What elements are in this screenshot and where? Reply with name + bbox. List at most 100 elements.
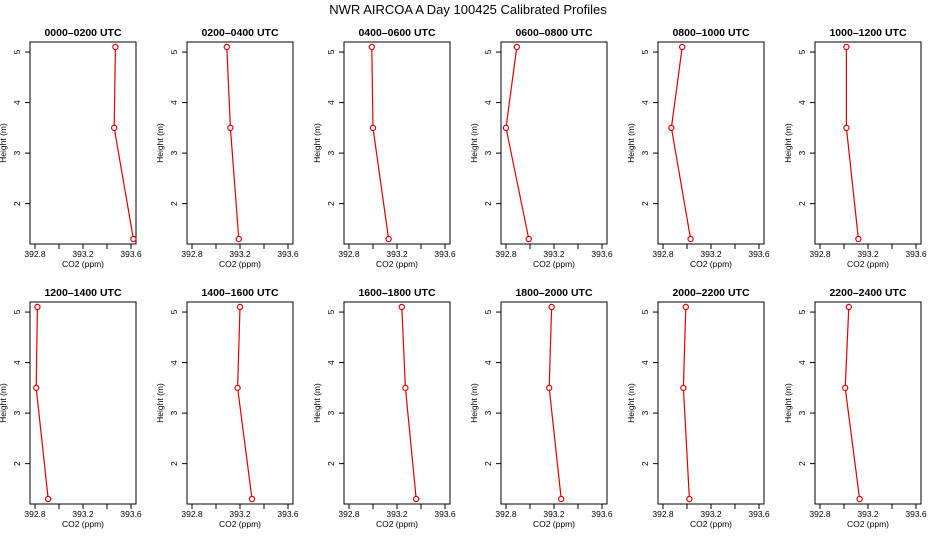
y-tick-label: 3: [640, 150, 650, 155]
y-tick-label: 5: [797, 309, 807, 314]
panel-title: 1000–1200 UTC: [829, 27, 906, 39]
profile-line: [845, 47, 859, 240]
y-tick-label: 3: [169, 150, 179, 155]
y-tick-label: 2: [12, 201, 22, 206]
profile-panel: 2000–2200 UTC 392.8 393.2 393.6 CO2 (ppm) 2 3 4…: [626, 287, 770, 529]
plot-frame: [343, 41, 451, 245]
plot-frame: [500, 41, 608, 245]
profile-panel: 0000–0200 UTC 392.8 393.2 393.6 CO2 (ppm) 2 3 4…: [0, 27, 142, 269]
y-tick-label: 4: [483, 360, 493, 365]
data-point: [227, 124, 234, 132]
y-axis-label: Height (m): [469, 383, 479, 423]
x-tick-label: 392.8: [495, 249, 517, 259]
data-point: [45, 495, 52, 503]
data-point: [402, 384, 409, 392]
data-point: [546, 384, 553, 392]
profile-panel: 1600–1800 UTC 392.8 393.2 393.6 CO2 (ppm) 2 3 4…: [312, 287, 456, 529]
y-tick-label: 5: [326, 309, 336, 314]
y-tick-label: 2: [640, 461, 650, 466]
plot-frame: [814, 41, 922, 245]
x-tick-label: 392.8: [338, 509, 360, 519]
x-tick-label: 393.2: [543, 509, 565, 519]
data-point: [110, 124, 118, 132]
y-axis-label: Height (m): [312, 123, 322, 163]
plot-frame: [500, 301, 608, 505]
x-tick-label: 393.2: [229, 249, 251, 259]
y-axis-label: Height (m): [783, 383, 793, 423]
x-axis-label: CO2 (ppm): [690, 519, 732, 529]
profile-panel: 0200–0400 UTC 392.8 393.2 393.6 CO2 (ppm) 2 3 4…: [155, 27, 299, 269]
panel-title: 0000–0200 UTC: [44, 27, 121, 39]
data-point: [843, 43, 850, 51]
panel-title: 1600–1800 UTC: [358, 287, 435, 299]
data-point: [130, 235, 137, 243]
y-axis-label: Height (m): [312, 383, 322, 423]
profile-line: [35, 306, 49, 500]
y-tick-label: 2: [12, 461, 22, 466]
data-point: [33, 384, 40, 392]
y-tick-label: 5: [12, 309, 22, 314]
data-point: [668, 124, 675, 132]
y-tick-label: 4: [169, 100, 179, 105]
x-axis-label: CO2 (ppm): [219, 259, 261, 269]
x-axis-label: CO2 (ppm): [62, 519, 104, 529]
panel-title: 2000–2200 UTC: [672, 287, 749, 299]
x-tick-label: 393.6: [591, 249, 613, 259]
data-point: [843, 124, 850, 132]
y-tick-label: 5: [326, 49, 336, 54]
x-tick-label: 393.2: [229, 509, 251, 519]
profile-line: [236, 306, 253, 500]
x-tick-label: 393.2: [700, 249, 722, 259]
profile-panel: 0800–1000 UTC 392.8 393.2 393.6 CO2 (ppm) 2 3 4…: [626, 27, 770, 269]
y-axis-label: Height (m): [155, 123, 165, 163]
x-axis-label: CO2 (ppm): [847, 259, 889, 269]
data-point: [856, 495, 863, 503]
x-axis-label: CO2 (ppm): [847, 519, 889, 529]
y-tick-label: 4: [797, 360, 807, 365]
x-axis-label: CO2 (ppm): [219, 519, 261, 529]
profile-line: [548, 306, 562, 500]
y-tick-label: 3: [640, 410, 650, 415]
data-point: [855, 235, 862, 243]
y-axis-label: Height (m): [469, 123, 479, 163]
data-point: [548, 303, 555, 311]
x-axis-label: CO2 (ppm): [62, 259, 104, 269]
profile-panel: 1000–1200 UTC 392.8 393.2 393.6 CO2 (ppm) 2 3 4…: [783, 27, 927, 269]
profile-panel: 1800–2000 UTC 392.8 393.2 393.6 CO2 (ppm) 2 3 4…: [469, 287, 613, 529]
y-tick-label: 4: [640, 360, 650, 365]
data-point: [680, 384, 687, 392]
y-axis-label: Height (m): [0, 123, 8, 163]
y-tick-label: 3: [326, 150, 336, 155]
x-axis-label: CO2 (ppm): [690, 259, 732, 269]
y-tick-label: 2: [483, 201, 493, 206]
y-axis-label: Height (m): [626, 383, 636, 423]
x-tick-label: 392.8: [181, 509, 203, 519]
plot-frame: [186, 41, 294, 245]
y-tick-label: 3: [12, 150, 22, 155]
panel-title: 2200–2400 UTC: [829, 287, 906, 299]
y-tick-label: 2: [797, 201, 807, 206]
x-axis-label: CO2 (ppm): [533, 259, 575, 269]
y-axis-label: Height (m): [626, 123, 636, 163]
data-point: [513, 43, 521, 51]
data-point: [842, 384, 849, 392]
data-point: [398, 303, 405, 311]
y-tick-label: 4: [797, 100, 807, 105]
data-point: [368, 43, 375, 51]
panel-title: 1200–1400 UTC: [44, 287, 121, 299]
data-point: [525, 235, 533, 243]
y-tick-label: 2: [326, 461, 336, 466]
x-tick-label: 392.8: [809, 249, 831, 259]
y-tick-label: 2: [797, 461, 807, 466]
panel-title: 1400–1600 UTC: [201, 287, 278, 299]
x-tick-label: 392.8: [809, 509, 831, 519]
y-axis-label: Height (m): [155, 383, 165, 423]
panel-title: 0400–0600 UTC: [358, 27, 435, 39]
y-tick-label: 4: [640, 100, 650, 105]
profile-line: [226, 46, 240, 240]
y-tick-label: 2: [640, 201, 650, 206]
y-tick-label: 5: [169, 49, 179, 54]
panel-title: 0800–1000 UTC: [672, 27, 749, 39]
x-tick-label: 392.8: [24, 249, 46, 259]
y-tick-label: 3: [326, 410, 336, 415]
